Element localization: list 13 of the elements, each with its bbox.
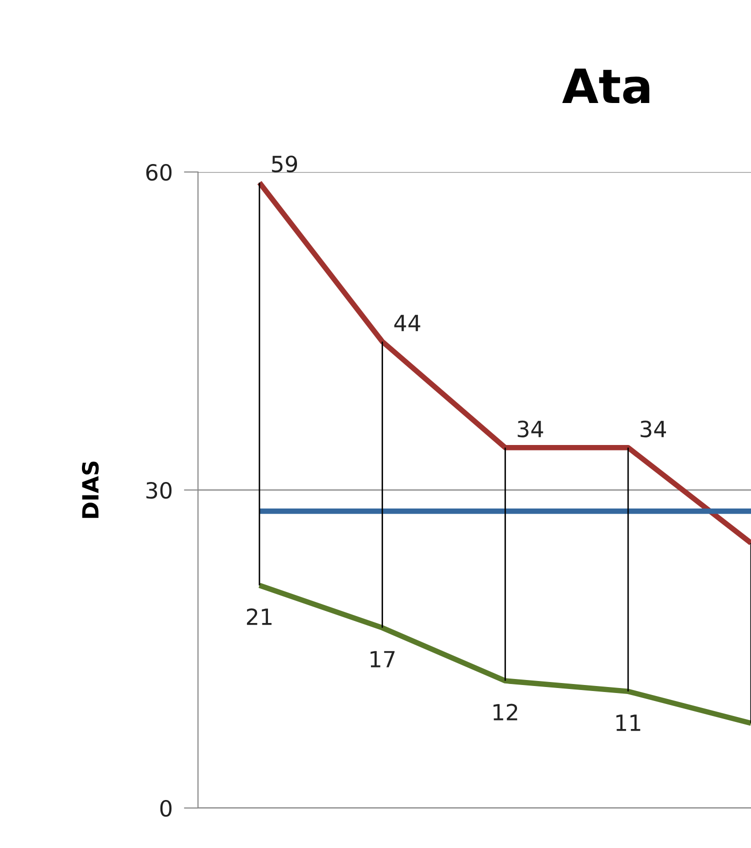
y-axis-title: DIAS [82, 462, 99, 518]
data-label: 44 [394, 314, 420, 332]
data-label: 17 [370, 651, 395, 668]
data-label: 21 [246, 608, 272, 625]
data-label: 59 [272, 156, 298, 172]
y-tick-label: 30 [146, 482, 172, 499]
chart-title: Ata [562, 68, 650, 104]
data-label: 12 [494, 704, 518, 720]
data-label: 34 [640, 420, 666, 438]
data-label: 34 [518, 420, 544, 438]
y-tick-label: 0 [160, 800, 172, 817]
y-tick-label: 60 [146, 164, 172, 181]
data-label: 11 [616, 714, 640, 731]
